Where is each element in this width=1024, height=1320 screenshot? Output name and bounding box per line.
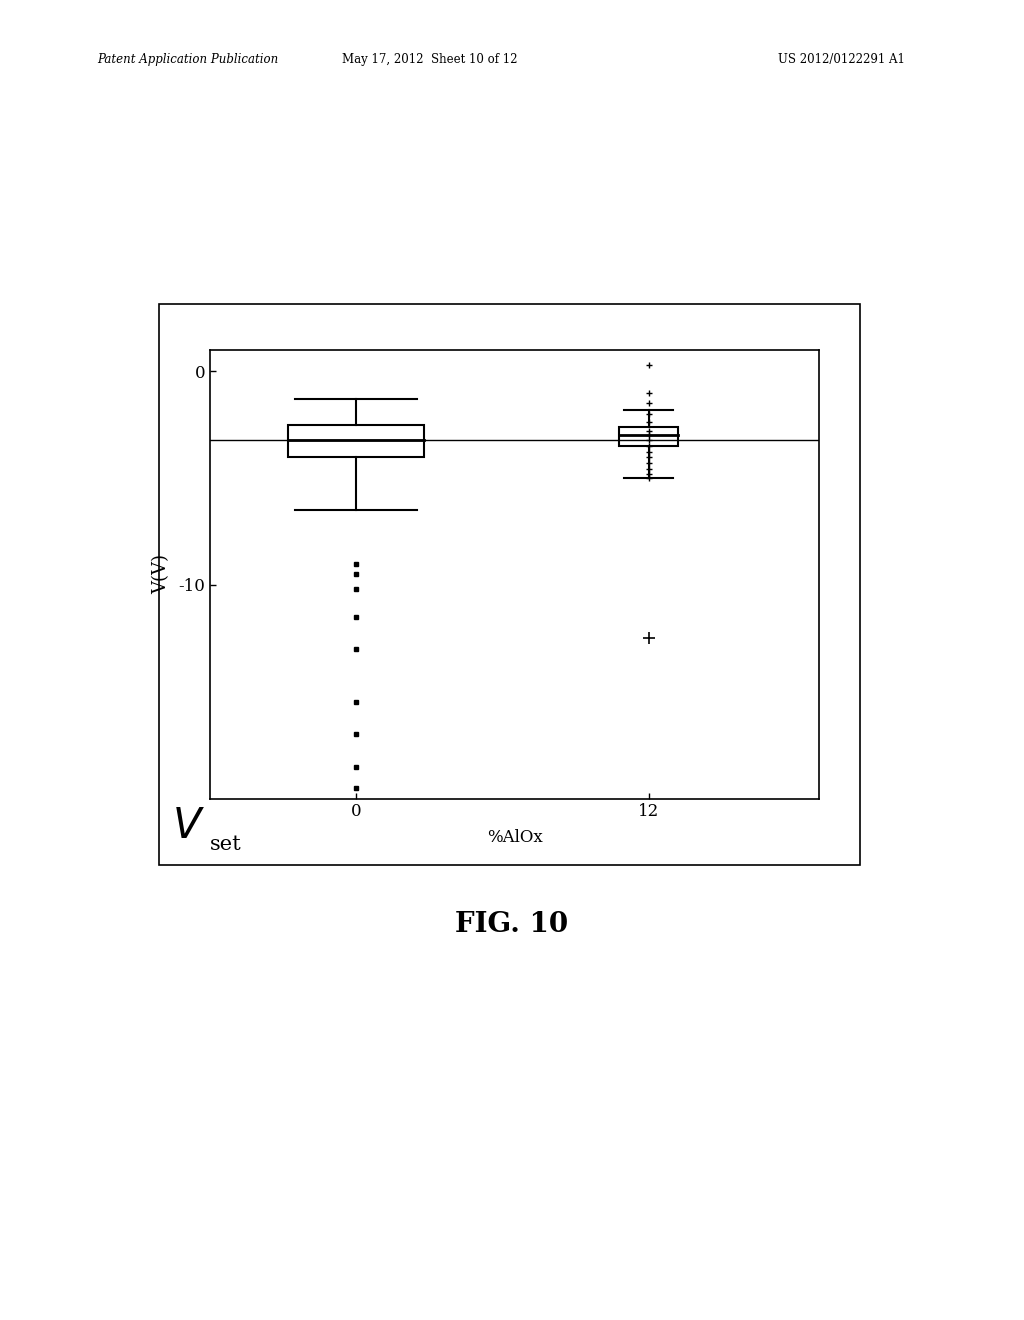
Text: set: set [210, 836, 242, 854]
Text: May 17, 2012  Sheet 10 of 12: May 17, 2012 Sheet 10 of 12 [342, 53, 518, 66]
Bar [620, 426, 678, 446]
Text: FIG. 10: FIG. 10 [456, 911, 568, 937]
Text: US 2012/0122291 A1: US 2012/0122291 A1 [778, 53, 905, 66]
Bar [288, 425, 424, 457]
Text: Patent Application Publication: Patent Application Publication [97, 53, 279, 66]
X-axis label: %AlOx: %AlOx [486, 829, 543, 846]
Text: $\mathit{V}$: $\mathit{V}$ [172, 805, 205, 847]
Y-axis label: V(V): V(V) [152, 554, 170, 594]
